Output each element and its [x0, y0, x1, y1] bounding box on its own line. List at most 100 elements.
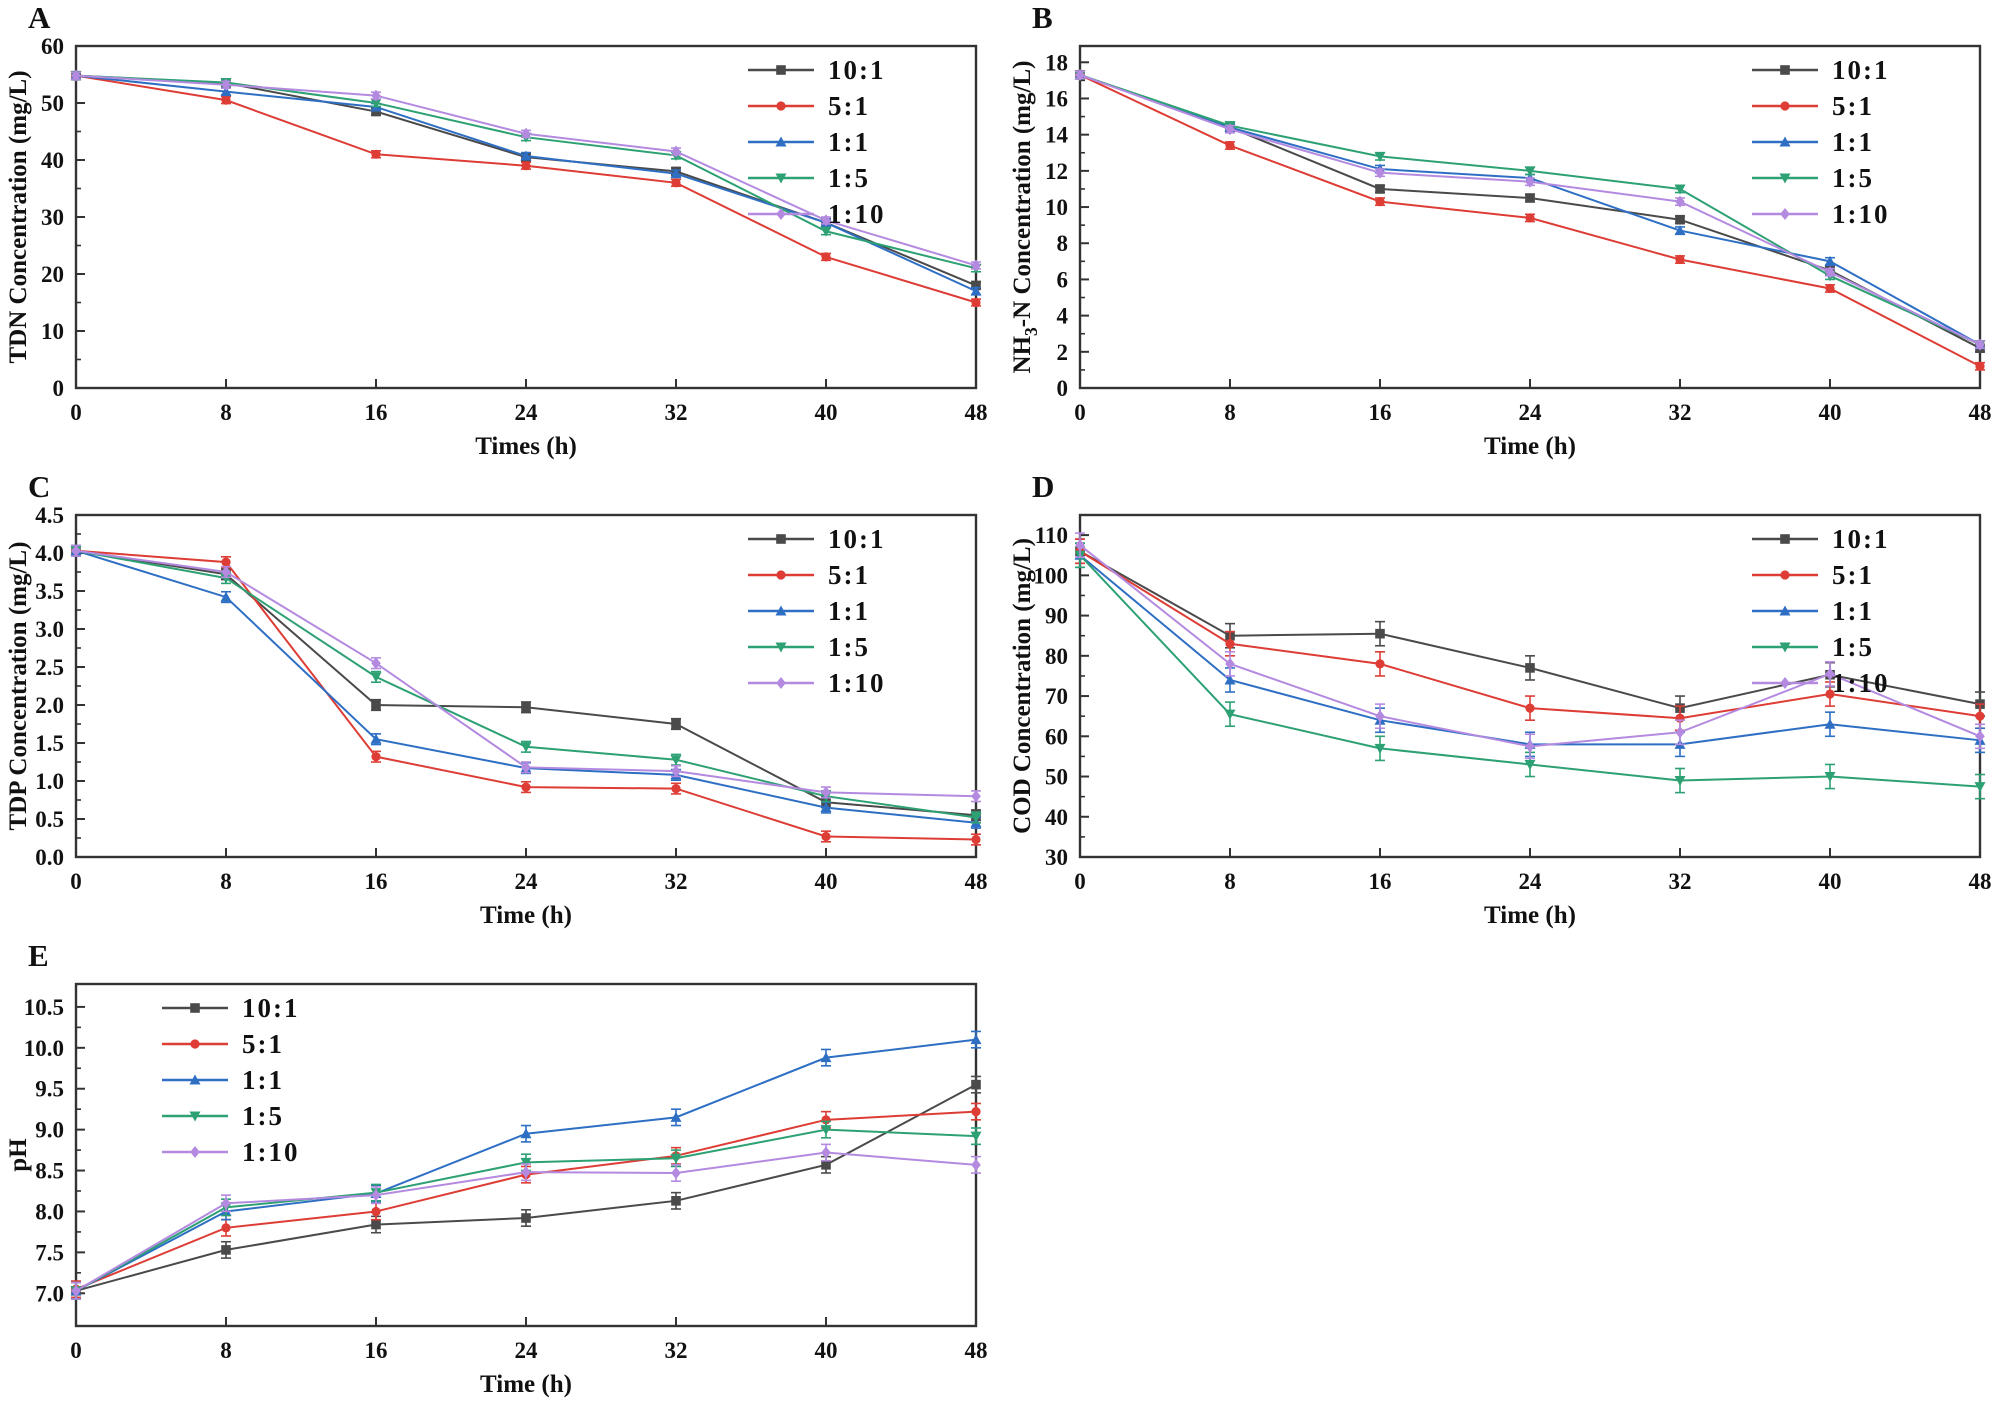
y-axis-title: TDN Concentration (mg/L) [5, 70, 32, 363]
x-tick-label: 8 [220, 1338, 232, 1363]
marker-circle [821, 831, 831, 842]
y-tick-label: 10.5 [24, 995, 64, 1020]
y-axis-title: pH [5, 1138, 32, 1172]
marker-triangle-down [970, 1131, 982, 1142]
legend-label: 1:1 [1832, 596, 1874, 626]
axes: 0 8 16 24 32 40 48 0 10 20 30 40 50 60 Times (h) TDN Co… [5, 34, 988, 460]
y-tick-label: 3.5 [35, 579, 64, 604]
marker-circle [1780, 101, 1790, 111]
marker-circle [221, 95, 231, 105]
marker-square [521, 702, 531, 713]
legend-label: 5:1 [828, 560, 870, 590]
y-axis-title: TDP Concentration (mg/L) [5, 542, 32, 831]
marker-triangle-up [1674, 225, 1686, 236]
marker-square [521, 1213, 531, 1223]
marker-diamond [521, 127, 531, 140]
marker-diamond [671, 1167, 681, 1179]
y-tick-label: 6 [1057, 267, 1069, 292]
marker-circle [971, 1107, 981, 1117]
legend-label: 10:1 [828, 55, 886, 85]
marker-diamond [1525, 175, 1535, 188]
legend-label: 5:1 [1832, 560, 1874, 590]
marker-triangle-down [970, 812, 982, 823]
y-axis-title: COD Concentration (mg/L) [1009, 538, 1036, 834]
marker-diamond [971, 1158, 981, 1171]
marker-circle [971, 834, 981, 845]
y-tick-label: 8 [1057, 231, 1069, 256]
x-tick-label: 8 [1224, 400, 1236, 425]
marker-triangle-up [970, 285, 982, 296]
marker-diamond [1375, 710, 1385, 723]
x-axis-title: Time (h) [480, 902, 572, 929]
series-1:10 [1075, 68, 1985, 351]
marker-circle [671, 784, 681, 794]
marker-diamond [1780, 208, 1790, 220]
marker-triangle-up [775, 605, 787, 616]
ph-chart: 0 8 16 24 32 40 48 7.0 7.5 8.0 8.5 9.0 9.5 10.0 10.5 Ti… [5, 982, 988, 1398]
marker-triangle-up [670, 168, 682, 179]
legend-label: 1:5 [242, 1101, 284, 1131]
y-tick-label: 60 [1045, 724, 1068, 749]
marker-diamond [371, 1189, 381, 1202]
legend-label: 10:1 [242, 993, 300, 1023]
x-tick-label: 40 [1819, 869, 1842, 894]
legend-label: 5:1 [242, 1029, 284, 1059]
legend-label: 1:1 [242, 1065, 284, 1095]
marker-circle [1975, 361, 1985, 371]
x-tick-label: 32 [665, 1338, 688, 1363]
marker-square [1525, 663, 1535, 673]
legend: 10:1 5:1 1:1 1:5 1:10 [1752, 55, 1888, 229]
marker-diamond [1375, 166, 1385, 179]
series-5:1 [71, 544, 981, 846]
marker-diamond [971, 259, 981, 272]
marker-triangle-down [820, 226, 832, 237]
marker-circle [1825, 689, 1835, 699]
series-1:10 [71, 69, 981, 272]
y-tick-label: 4 [1057, 304, 1069, 329]
marker-triangle-down [1224, 709, 1236, 720]
marker-square [1375, 628, 1385, 639]
legend-label: 1:1 [1832, 127, 1874, 157]
y-tick-label: 30 [1045, 845, 1068, 870]
y-tick-label: 16 [1045, 86, 1068, 111]
marker-diamond [71, 69, 81, 82]
marker-diamond [821, 214, 831, 227]
marker-triangle-down [775, 173, 787, 184]
marker-square [671, 1196, 681, 1206]
marker-circle [1375, 659, 1385, 669]
marker-triangle-up [1224, 674, 1236, 685]
x-tick-label: 48 [965, 400, 988, 425]
marker-triangle-down [670, 755, 682, 766]
x-axis-title: Time (h) [1484, 433, 1576, 460]
chart-panel-ph: 0 8 16 24 32 40 48 7.0 7.5 8.0 8.5 9.0 9.5 10.0 10.5 Ti… [0, 938, 1003, 1406]
y-tick-label: 4.0 [35, 541, 64, 566]
marker-triangle-up [1824, 255, 1836, 266]
marker-triangle-down [189, 1111, 201, 1122]
marker-diamond [221, 566, 231, 578]
axes: 0 8 16 24 32 40 48 0.0 0.5 1.0 1.5 2.0 2.5 3.0 3.5 4.0 4… [5, 503, 988, 929]
marker-triangle-up [775, 136, 787, 147]
marker-triangle-down [1524, 759, 1536, 770]
y-tick-label: 70 [1045, 684, 1068, 709]
y-tick-label: 9.5 [35, 1077, 64, 1102]
marker-triangle-down [670, 1153, 682, 1164]
marker-diamond [190, 1146, 200, 1158]
marker-square [776, 534, 786, 544]
marker-square [190, 1003, 200, 1013]
y-tick-label: 2 [1057, 340, 1069, 365]
series-10:1 [71, 1075, 981, 1300]
y-tick-label: 8.0 [35, 1199, 64, 1224]
marker-diamond [1675, 195, 1685, 208]
marker-triangle-down [520, 742, 532, 753]
y-tick-label: 0.0 [35, 845, 64, 870]
marker-triangle-down [520, 1157, 532, 1168]
x-tick-label: 24 [1519, 400, 1543, 425]
marker-triangle-down [820, 1125, 832, 1136]
y-tick-label: 4.5 [35, 503, 64, 528]
marker-triangle-down [1779, 173, 1791, 184]
legend-label: 1:5 [1832, 163, 1874, 193]
marker-square [371, 700, 381, 710]
marker-circle [221, 557, 231, 567]
marker-circle [971, 297, 981, 308]
